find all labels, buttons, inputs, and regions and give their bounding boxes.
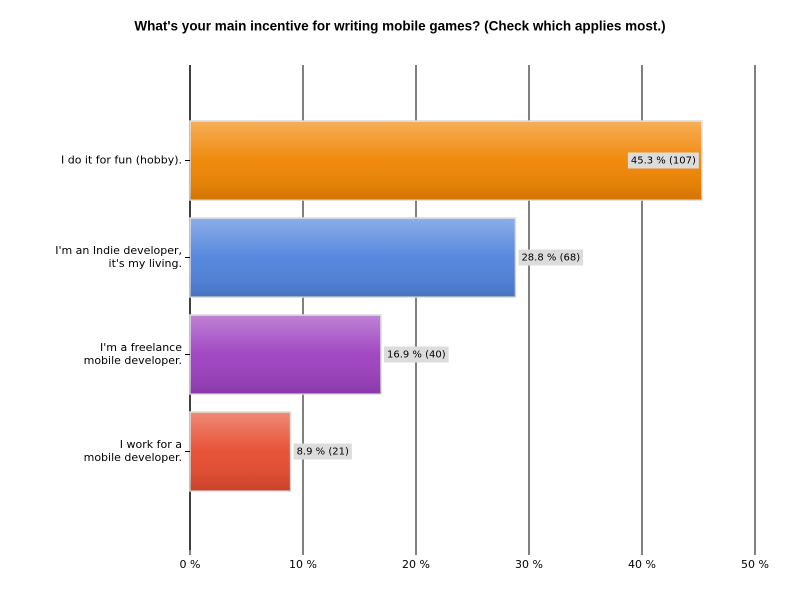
bar-shine <box>190 218 516 297</box>
bar-shine <box>190 121 702 200</box>
chart-title: What's your main incentive for writing m… <box>134 19 665 34</box>
value-label-bg <box>293 443 352 460</box>
value-label: 28.8 % (68) <box>521 253 580 264</box>
x-tick-label: 0 % <box>180 558 201 571</box>
y-tick-label: I do it for fun (hobby). <box>61 154 182 167</box>
x-tick-label: 50 % <box>741 558 769 571</box>
y-tick-label: I'm an Indie developer, it's my living. <box>55 244 182 270</box>
y-tick-label-line: it's my living. <box>109 257 182 270</box>
value-label: 16.9 % (40) <box>387 350 446 361</box>
value-label-bg <box>627 152 699 169</box>
bar-shine <box>190 412 291 491</box>
value-label: 45.3 % (107) <box>631 156 696 167</box>
y-tick-label-line: I do it for fun (hobby). <box>61 154 182 167</box>
x-tick-label: 30 % <box>515 558 543 571</box>
bar-shine <box>190 315 381 394</box>
y-tick-label: I work for a mobile developer. <box>84 438 182 464</box>
x-tick-label: 20 % <box>402 558 430 571</box>
value-label-bg <box>518 249 584 266</box>
y-tick-label-line: I work for a <box>120 438 182 451</box>
y-tick-label-line: mobile developer. <box>84 354 182 367</box>
value-label: 8.9 % (21) <box>297 447 349 458</box>
y-tick-label: I'm a freelance mobile developer. <box>84 341 183 367</box>
x-tick-label: 10 % <box>289 558 317 571</box>
y-tick-label-line: I'm an Indie developer, <box>55 244 182 257</box>
y-tick-label-line: mobile developer. <box>84 451 182 464</box>
y-tick-label-line: I'm a freelance <box>100 341 182 354</box>
x-tick-label: 40 % <box>628 558 656 571</box>
value-label-bg <box>383 346 449 363</box>
